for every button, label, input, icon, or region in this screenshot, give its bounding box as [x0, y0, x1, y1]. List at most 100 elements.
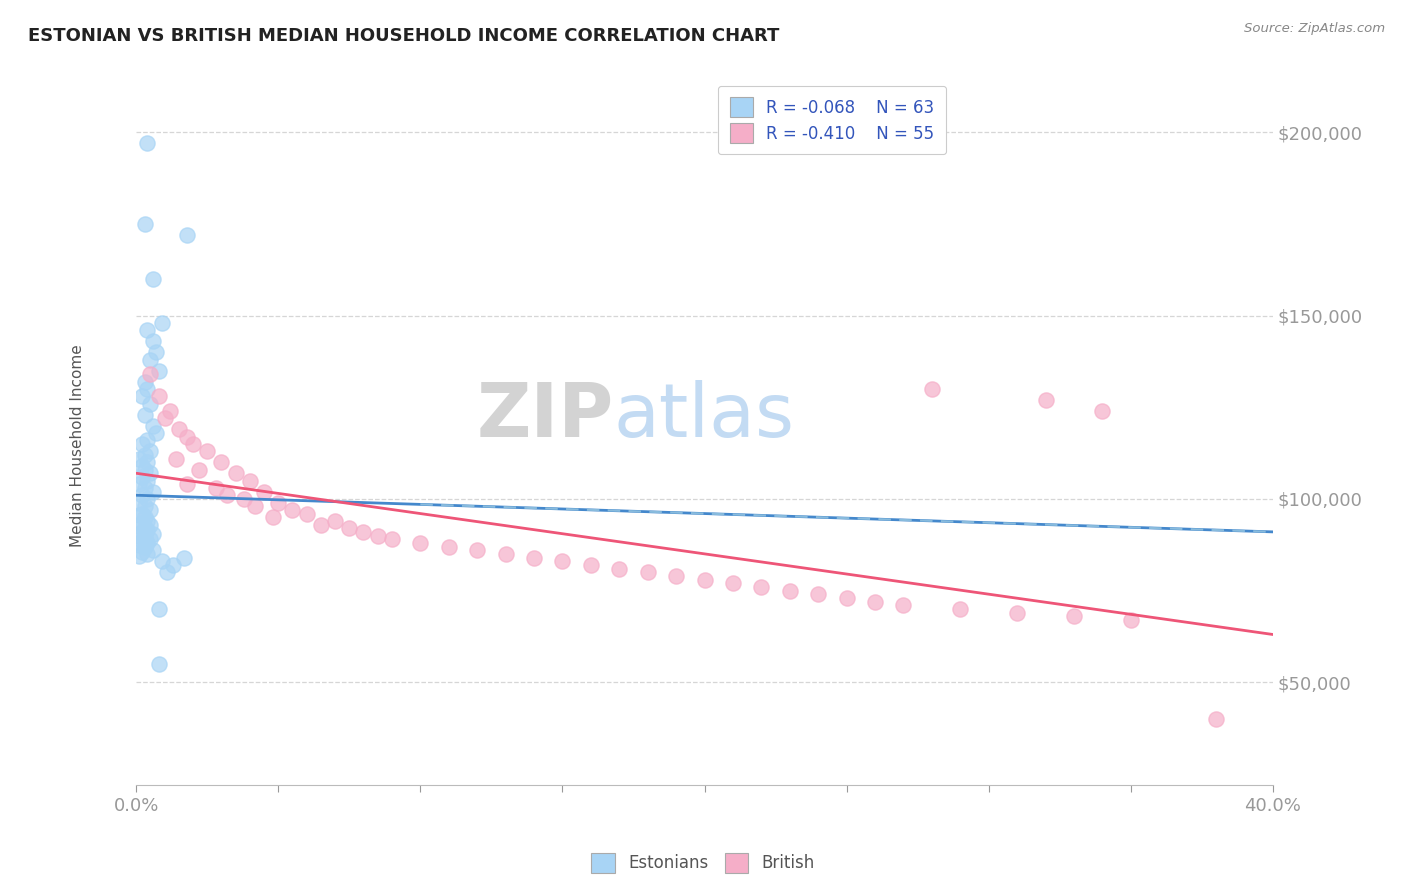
- Point: [465, 543, 488, 558]
- Point: [893, 598, 915, 612]
- Point: [176, 227, 198, 242]
- Point: [139, 396, 162, 410]
- Point: [409, 536, 432, 550]
- Point: [136, 323, 159, 337]
- Point: [136, 382, 159, 396]
- Point: [128, 451, 150, 466]
- Point: [128, 528, 150, 542]
- Point: [145, 345, 167, 359]
- Point: [142, 543, 165, 558]
- Point: [134, 510, 156, 524]
- Point: [949, 602, 972, 616]
- Point: [134, 521, 156, 535]
- Point: [267, 495, 290, 509]
- Text: Median Household Income: Median Household Income: [70, 344, 84, 548]
- Point: [150, 554, 173, 568]
- Point: [148, 657, 170, 671]
- Point: [136, 434, 159, 448]
- Point: [148, 389, 170, 403]
- Point: [139, 368, 162, 382]
- Text: atlas: atlas: [613, 381, 794, 453]
- Point: [142, 418, 165, 433]
- Point: [551, 554, 574, 568]
- Point: [225, 467, 247, 481]
- Point: [1091, 404, 1114, 418]
- Point: [131, 545, 153, 559]
- Point: [142, 484, 165, 499]
- Point: [523, 550, 546, 565]
- Point: [579, 558, 602, 572]
- Point: [136, 474, 159, 488]
- Point: [139, 503, 162, 517]
- Point: [136, 136, 159, 151]
- Point: [1063, 609, 1085, 624]
- Point: [142, 334, 165, 349]
- Point: [215, 488, 238, 502]
- Point: [136, 514, 159, 528]
- Point: [381, 532, 404, 546]
- Point: [309, 517, 332, 532]
- Point: [131, 516, 153, 530]
- Point: [165, 451, 187, 466]
- Point: [139, 444, 162, 458]
- Point: [131, 524, 153, 539]
- Point: [187, 462, 209, 476]
- Point: [209, 455, 232, 469]
- Point: [128, 508, 150, 523]
- Point: [337, 521, 360, 535]
- Point: [134, 530, 156, 544]
- Point: [134, 408, 156, 422]
- Point: [323, 514, 346, 528]
- Point: [281, 503, 304, 517]
- Point: [136, 455, 159, 469]
- Point: [150, 316, 173, 330]
- Point: [128, 549, 150, 563]
- Point: [233, 491, 256, 506]
- Point: [131, 534, 153, 549]
- Point: [495, 547, 517, 561]
- Point: [156, 565, 179, 579]
- Point: [134, 217, 156, 231]
- Point: [181, 437, 204, 451]
- Point: [239, 474, 262, 488]
- Point: [195, 444, 218, 458]
- Point: [721, 576, 744, 591]
- Text: ESTONIAN VS BRITISH MEDIAN HOUSEHOLD INCOME CORRELATION CHART: ESTONIAN VS BRITISH MEDIAN HOUSEHOLD INC…: [28, 27, 779, 45]
- Legend: Estonians, British: Estonians, British: [585, 847, 821, 880]
- Point: [128, 495, 150, 509]
- Point: [253, 484, 276, 499]
- Point: [159, 404, 181, 418]
- Point: [131, 488, 153, 502]
- Text: ZIP: ZIP: [477, 381, 613, 453]
- Point: [134, 540, 156, 554]
- Point: [367, 528, 389, 542]
- Point: [131, 389, 153, 403]
- Point: [136, 547, 159, 561]
- Point: [134, 375, 156, 389]
- Point: [1119, 613, 1142, 627]
- Point: [139, 467, 162, 481]
- Point: [245, 500, 267, 514]
- Point: [1205, 712, 1227, 726]
- Point: [136, 491, 159, 506]
- Point: [139, 352, 162, 367]
- Point: [863, 594, 886, 608]
- Point: [131, 437, 153, 451]
- Point: [131, 458, 153, 473]
- Point: [1005, 606, 1028, 620]
- Point: [1035, 392, 1057, 407]
- Point: [353, 524, 375, 539]
- Point: [136, 536, 159, 550]
- Point: [145, 425, 167, 440]
- Point: [262, 510, 284, 524]
- Point: [139, 517, 162, 532]
- Point: [921, 382, 943, 396]
- Point: [153, 411, 176, 425]
- Point: [204, 481, 226, 495]
- Point: [134, 481, 156, 495]
- Point: [665, 569, 688, 583]
- Point: [835, 591, 858, 605]
- Point: [295, 507, 318, 521]
- Point: [607, 561, 630, 575]
- Point: [131, 470, 153, 484]
